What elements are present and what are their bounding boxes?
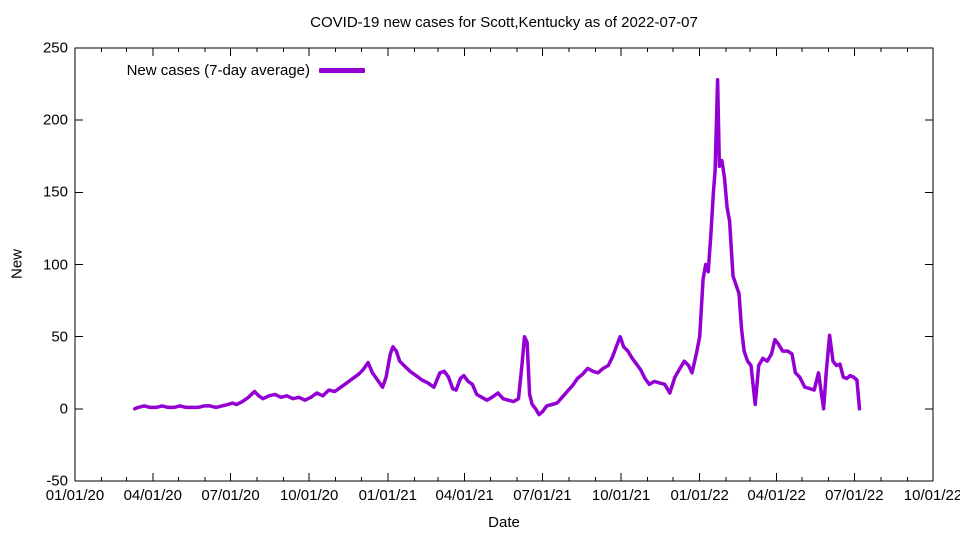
chart-title: COVID-19 new cases for Scott,Kentucky as… xyxy=(310,14,698,31)
y-tick-label: 150 xyxy=(42,183,68,201)
x-tick-label: 07/01/22 xyxy=(825,487,884,504)
y-tick-label: 50 xyxy=(51,328,68,346)
x-tick-label: 07/01/21 xyxy=(513,487,572,504)
x-tick-label: 01/01/20 xyxy=(45,487,105,504)
x-tick-label: 04/01/20 xyxy=(123,487,182,504)
x-tick-label: 01/01/21 xyxy=(358,487,417,504)
x-tick-label: 04/01/22 xyxy=(747,487,806,504)
y-tick-label: 0 xyxy=(59,400,68,418)
y-tick-label: 250 xyxy=(42,39,68,57)
x-axis-title: Date xyxy=(488,514,520,531)
x-tick-label: 10/01/21 xyxy=(591,487,651,504)
plot-frame xyxy=(74,47,934,482)
y-axis-title: New xyxy=(8,248,26,280)
x-tick-label: 10/01/22 xyxy=(903,487,960,504)
legend-line-swatch xyxy=(319,68,365,73)
x-tick-label: 07/01/20 xyxy=(201,487,260,504)
y-tick-label: -50 xyxy=(46,472,68,490)
legend-label: New cases (7-day average) xyxy=(126,62,310,79)
y-tick-label: 100 xyxy=(42,256,68,273)
axis-ticks xyxy=(74,47,934,482)
x-tick-label: 04/01/21 xyxy=(435,487,494,504)
x-tick-label: 01/01/22 xyxy=(670,487,729,504)
data-series-line xyxy=(133,78,862,417)
x-tick-label: 10/01/20 xyxy=(279,487,339,504)
y-tick-label: 200 xyxy=(42,111,68,129)
